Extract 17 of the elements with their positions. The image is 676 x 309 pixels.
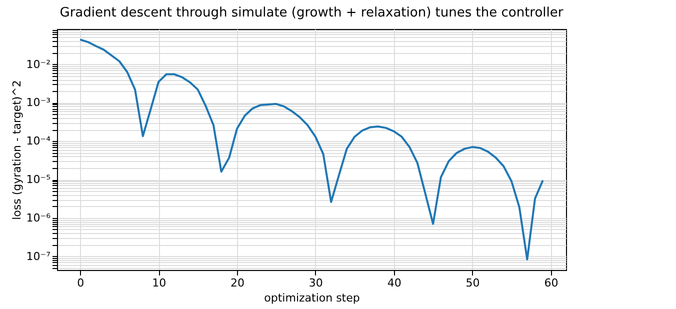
chart-title: Gradient descent through simulate (growth + relaxation) tunes the controller: [60, 6, 564, 21]
y-tick-label: 10⁻⁶: [26, 211, 52, 224]
x-tick-label: 20: [230, 276, 244, 290]
line-series: [79, 38, 544, 260]
y-tick-label: 10⁻⁵: [26, 173, 50, 186]
y-tick-label: 10⁻²: [26, 58, 50, 71]
x-tick-label: 50: [466, 276, 480, 290]
x-axis-title: optimization step: [264, 292, 360, 304]
y-axis-title: loss (gyration - target)^2: [10, 80, 24, 220]
x-tick-label: 0: [77, 276, 84, 290]
y-tick-label: 10⁻⁷: [26, 250, 50, 263]
y-tick-label: 10⁻⁴: [26, 134, 52, 148]
y-tick-label: 10⁻³: [26, 96, 50, 110]
x-tick-label: 10: [152, 276, 166, 290]
x-tick-label: 40: [387, 276, 402, 290]
x-tick-label: 60: [544, 276, 558, 290]
x-tick-label: 30: [308, 276, 323, 290]
